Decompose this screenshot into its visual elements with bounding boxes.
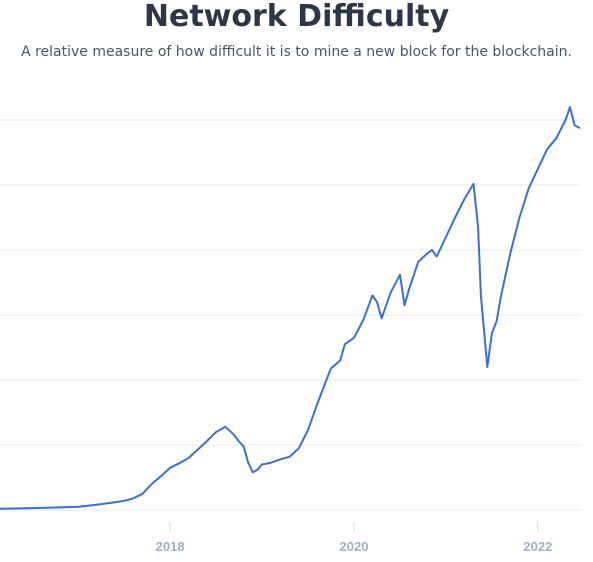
- chart-subtitle: A relative measure of how difficult it i…: [21, 44, 572, 60]
- x-tick-label: 2020: [340, 539, 369, 554]
- x-tick-label: 2022: [523, 539, 552, 554]
- difficulty-line: [0, 106, 581, 510]
- chart-title: Network Difficulty: [143, 0, 450, 34]
- grid-lines: [0, 119, 582, 511]
- x-axis: 2018 2020 2022: [156, 522, 552, 554]
- x-tick-label: 2018: [156, 539, 185, 554]
